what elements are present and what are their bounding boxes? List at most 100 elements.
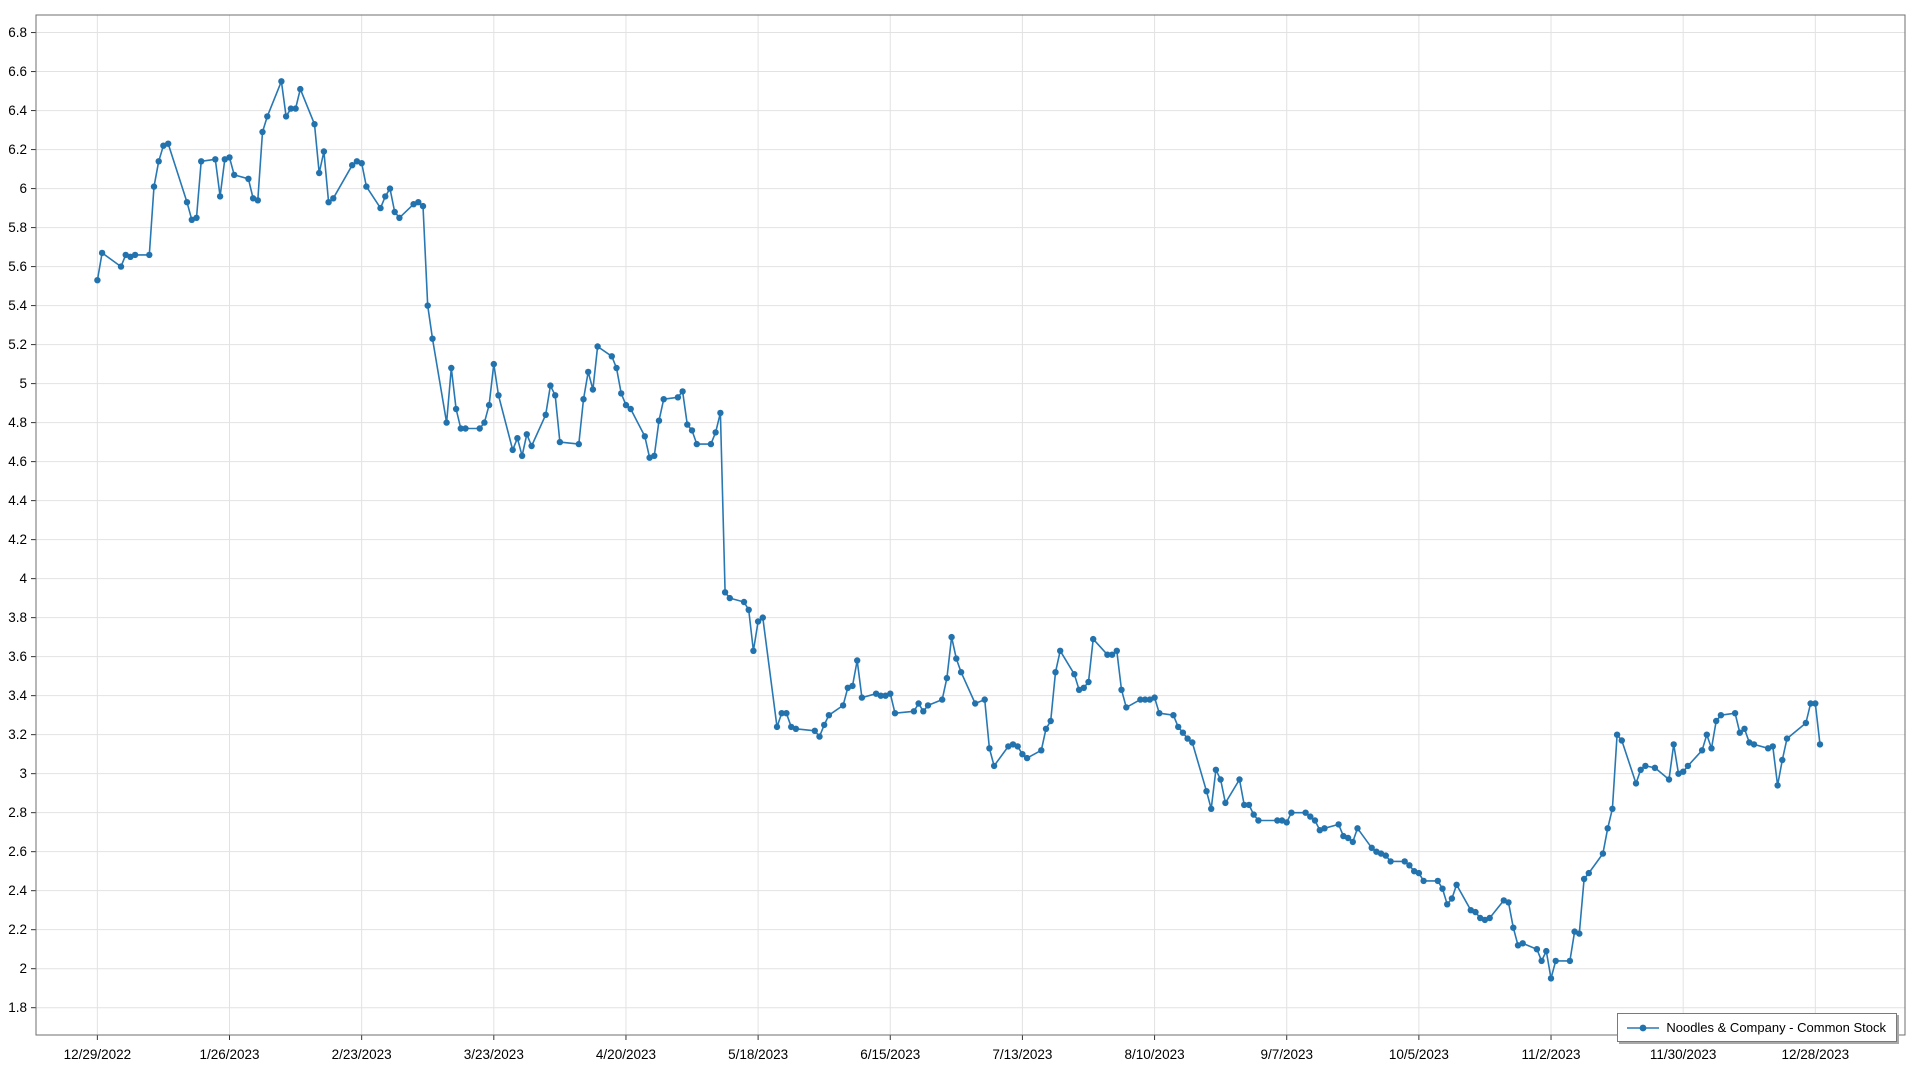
data-point <box>1543 947 1550 955</box>
x-axis-label: 6/15/2023 <box>860 1047 920 1062</box>
data-point <box>1080 684 1088 691</box>
data-point <box>1141 696 1149 703</box>
y-axis-label: 5.6 <box>8 259 27 274</box>
y-axis-label: 1.8 <box>8 1000 27 1015</box>
y-axis-label: 5.8 <box>8 220 27 235</box>
data-point <box>1302 809 1309 816</box>
data-point <box>1613 731 1621 738</box>
data-point <box>547 382 554 389</box>
data-point <box>1288 809 1295 816</box>
data-point <box>783 710 790 717</box>
data-point <box>429 335 436 342</box>
data-point <box>1812 700 1819 707</box>
data-point <box>759 614 766 621</box>
x-axis-label: 12/28/2023 <box>1782 1047 1850 1062</box>
data-point <box>330 195 337 202</box>
data-point <box>580 396 587 403</box>
y-axis-label: 4 <box>19 571 27 586</box>
data-point <box>198 158 205 165</box>
data-point <box>721 589 729 596</box>
x-axis-label: 2/23/2023 <box>332 1047 392 1062</box>
data-point <box>1156 710 1163 717</box>
data-point <box>589 386 597 393</box>
x-axis-label: 3/23/2023 <box>464 1047 524 1062</box>
data-point <box>825 712 833 719</box>
data-point <box>1387 858 1394 865</box>
data-point <box>1175 723 1182 731</box>
y-axis-label: 6 <box>19 181 27 196</box>
data-point <box>98 249 106 257</box>
data-point <box>1170 712 1177 719</box>
y-axis-label: 6.2 <box>8 142 27 157</box>
data-point <box>655 417 663 424</box>
x-axis-label: 9/7/2023 <box>1260 1047 1313 1062</box>
data-point <box>514 435 521 442</box>
data-point <box>1057 647 1064 654</box>
data-point <box>575 440 582 448</box>
y-axis-label: 3.8 <box>8 610 27 625</box>
data-point <box>684 421 691 428</box>
data-point <box>1769 743 1777 750</box>
data-point <box>1203 788 1210 795</box>
data-point <box>1783 735 1791 742</box>
data-point <box>1703 731 1711 738</box>
data-point <box>1189 739 1196 746</box>
data-point <box>1632 780 1640 787</box>
x-axis-label: 5/18/2023 <box>728 1047 788 1062</box>
legend[interactable]: Noodles & Company - Common Stock <box>1617 1013 1897 1042</box>
data-point <box>1052 669 1059 676</box>
data-point <box>1481 916 1489 924</box>
data-point <box>325 199 332 206</box>
data-point <box>1599 850 1607 857</box>
data-point <box>1618 737 1626 744</box>
data-point <box>1023 754 1031 762</box>
data-point <box>94 277 101 284</box>
data-point <box>552 392 559 399</box>
data-point <box>1717 712 1725 719</box>
data-point <box>476 425 483 432</box>
data-point <box>1354 825 1361 832</box>
data-point <box>1250 811 1257 818</box>
x-axis-label: 10/5/2023 <box>1389 1047 1449 1062</box>
data-point <box>1453 881 1460 888</box>
y-axis-label: 3.6 <box>8 649 27 664</box>
data-point <box>1349 838 1357 846</box>
data-point <box>481 419 488 426</box>
data-point <box>495 392 502 399</box>
data-point <box>160 142 167 149</box>
data-point <box>1750 741 1758 748</box>
data-point <box>1108 651 1116 658</box>
data-point <box>1816 741 1824 748</box>
data-point <box>943 674 951 682</box>
data-point <box>1212 766 1220 773</box>
data-point <box>391 208 398 216</box>
data-point <box>424 302 431 309</box>
data-point <box>1807 700 1814 707</box>
data-point <box>1741 725 1748 732</box>
data-point <box>1420 877 1427 885</box>
y-axis-label: 5 <box>19 376 27 391</box>
y-axis-label: 2 <box>19 961 27 976</box>
data-point <box>1382 852 1390 859</box>
data-point <box>1486 914 1493 922</box>
data-point <box>1802 719 1810 727</box>
data-point <box>1217 776 1224 783</box>
y-axis-label: 2.2 <box>8 922 27 937</box>
data-point <box>1708 745 1715 752</box>
data-point <box>891 710 899 717</box>
data-point <box>1576 930 1583 937</box>
data-point <box>377 204 384 212</box>
data-point <box>585 368 592 376</box>
data-point <box>556 438 564 446</box>
data-point <box>443 419 450 426</box>
y-axis-label: 4.8 <box>8 415 27 430</box>
data-point <box>986 745 993 752</box>
data-point <box>1236 776 1243 783</box>
data-point <box>509 446 516 454</box>
data-point <box>882 692 889 699</box>
data-point <box>939 696 946 703</box>
data-point <box>226 154 233 161</box>
y-axis-label: 6.6 <box>8 64 27 79</box>
data-point <box>254 197 261 204</box>
